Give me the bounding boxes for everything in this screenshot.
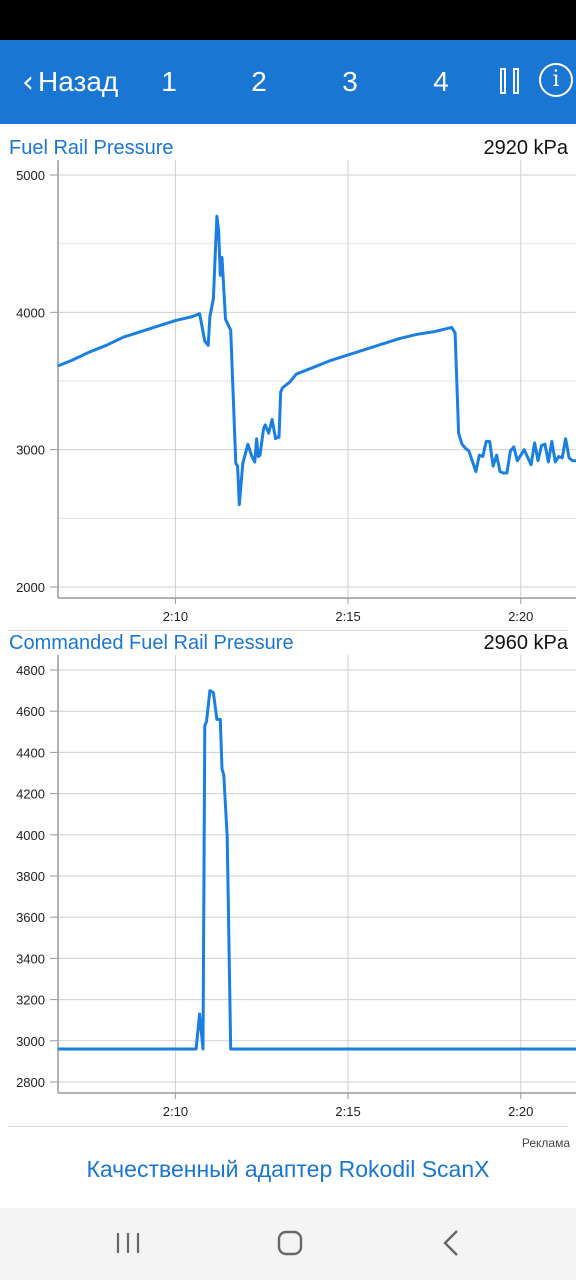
- x-tick-label: 2:10: [163, 1104, 188, 1119]
- app-bar: ‹ Назад 1 2 3 4 i: [0, 40, 576, 124]
- divider: [8, 630, 568, 631]
- y-tick-label: 2800: [16, 1075, 45, 1090]
- plot-title: Commanded Fuel Rail Pressure: [9, 632, 294, 654]
- x-tick-label: 2:20: [508, 1104, 533, 1119]
- x-tick-label: 2:15: [335, 609, 360, 624]
- recent-apps-icon[interactable]: [88, 1208, 168, 1280]
- info-icon[interactable]: i: [539, 63, 573, 97]
- ad-banner-link[interactable]: Качественный адаптер Rokodil ScanX: [86, 1156, 490, 1182]
- y-tick-label: 3400: [16, 951, 45, 966]
- home-icon[interactable]: [250, 1208, 330, 1280]
- y-tick-label: 3800: [16, 869, 45, 884]
- x-tick-label: 2:20: [508, 609, 533, 624]
- y-tick-label: 3200: [16, 993, 45, 1008]
- series-line: [58, 689, 576, 1051]
- plot-current-value: 2960 kPa: [483, 632, 568, 654]
- series-line: [57, 214, 576, 507]
- plot-title: Fuel Rail Pressure: [9, 137, 174, 159]
- tab-3[interactable]: 3: [342, 66, 358, 97]
- y-tick-label: 4600: [16, 704, 45, 719]
- back-button[interactable]: ‹ Назад: [22, 62, 118, 102]
- tab-1[interactable]: 1: [161, 66, 177, 97]
- ad-label: Реклама: [521, 1136, 570, 1150]
- x-tick-label: 2:15: [335, 1104, 360, 1119]
- x-tick-label: 2:10: [163, 609, 188, 624]
- back-icon[interactable]: [412, 1208, 492, 1280]
- y-tick-label: 4200: [16, 787, 45, 802]
- divider: [8, 1126, 568, 1127]
- y-tick-label: 3000: [16, 443, 45, 458]
- y-tick-label: 4800: [16, 663, 45, 678]
- y-tick-label: 3600: [16, 910, 45, 925]
- y-tick-label: 4000: [16, 828, 45, 843]
- status-bar: [0, 0, 576, 40]
- y-tick-label: 2000: [16, 580, 45, 595]
- y-tick-label: 4400: [16, 745, 45, 760]
- back-label: Назад: [38, 66, 119, 97]
- plot-current-value: 2920 kPa: [483, 137, 568, 159]
- pause-icon[interactable]: [500, 68, 524, 96]
- tab-4[interactable]: 4: [433, 66, 449, 97]
- chevron-left-icon: ‹: [22, 64, 34, 100]
- y-tick-label: 4000: [16, 305, 45, 320]
- tab-2[interactable]: 2: [251, 66, 267, 97]
- system-nav-bar: [0, 1208, 576, 1280]
- y-tick-label: 3000: [16, 1034, 45, 1049]
- commanded-fuel-rail-pressure-chart: 2800 3000 3200 3400 3600 3800 4000 4200 4400 4600…: [16, 655, 576, 1119]
- y-tick-label: 5000: [16, 168, 45, 183]
- fuel-rail-pressure-chart: 2000 3000 4000 5000 2:10 2:15 2:20: [16, 160, 576, 624]
